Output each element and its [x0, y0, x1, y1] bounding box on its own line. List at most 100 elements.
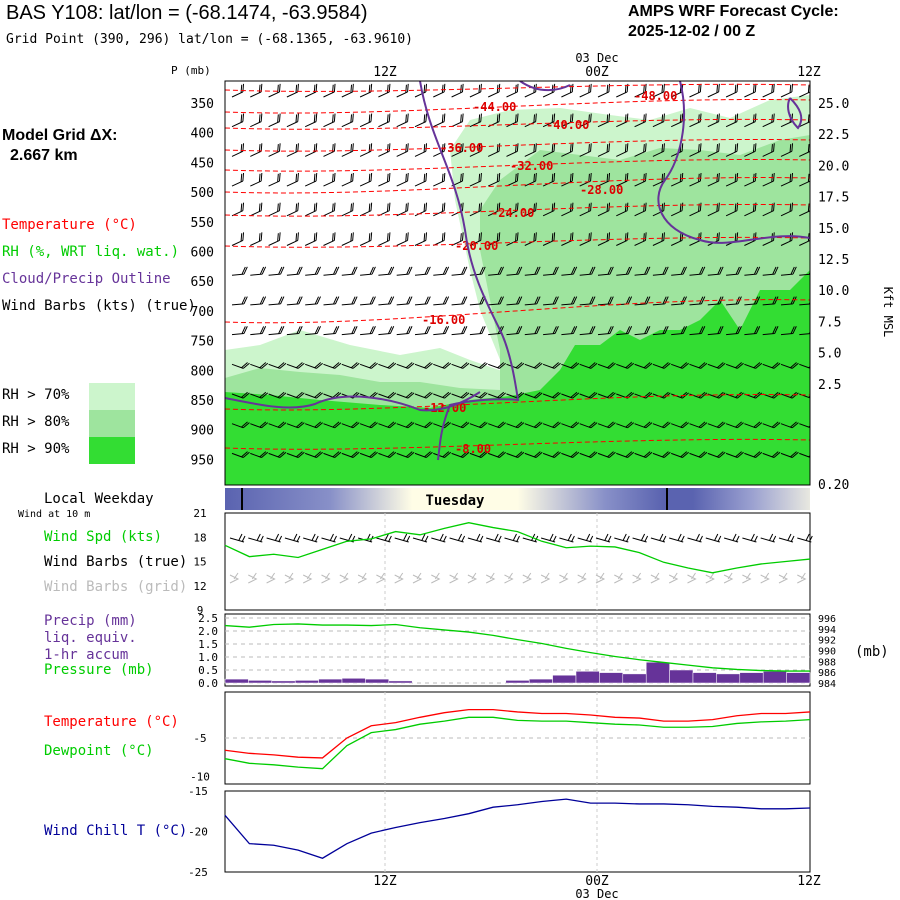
- wind-barb: [250, 113, 263, 128]
- wind-barb-grid: [248, 572, 258, 584]
- wind-barb: [231, 451, 250, 458]
- wind-barb: [671, 266, 687, 276]
- wind-barb: [414, 362, 433, 369]
- wind-barbs-grid-label: Wind Barbs (grid): [44, 579, 188, 595]
- wind-barb-grid: [742, 572, 752, 584]
- precip-label-2: liq. equiv.: [44, 630, 137, 646]
- wind-barb: [359, 232, 373, 246]
- wind-barb: [341, 143, 354, 157]
- wind-barb: [506, 266, 523, 276]
- wind-barb: [634, 326, 651, 336]
- bottom-tick-12z-b: 12Z: [797, 874, 821, 889]
- wind-barb: [323, 451, 342, 458]
- precip-bar: [599, 672, 624, 684]
- wind-barb: [689, 391, 708, 399]
- wind-barb: [652, 232, 665, 246]
- pressure-ytick-994: 994: [818, 625, 836, 636]
- wind-barb: [597, 421, 616, 429]
- wind-barb: [597, 266, 614, 276]
- wind-barb: [561, 172, 574, 187]
- contour-line--20: [225, 236, 810, 248]
- forecast-cycle-value: 2025-12-02 / 00 Z: [628, 23, 756, 40]
- wind-barb: [469, 391, 488, 399]
- wind-barb: [780, 362, 799, 369]
- pressure-tick-500: 500: [191, 186, 214, 201]
- wind-barb: [469, 172, 482, 187]
- wind-barb: [634, 451, 653, 458]
- wind-barb: [652, 266, 669, 276]
- height-tick-15.0: 15.0: [818, 222, 849, 237]
- wind-barb: [286, 421, 305, 429]
- wind-barb: [323, 326, 340, 336]
- wind-barb: [433, 172, 446, 187]
- model-grid-value: 2.667 km: [10, 147, 78, 164]
- wind-panel-grid: [384, 513, 598, 610]
- wind-barb: [707, 83, 720, 98]
- precip-label-3: 1-hr accum: [44, 647, 129, 663]
- wind-barb: [286, 362, 305, 369]
- wind-barb: [780, 451, 799, 458]
- wind-barb-true: [431, 533, 447, 543]
- wind-barb: [286, 113, 299, 128]
- wind-barb: [433, 113, 446, 128]
- wind-barb: [414, 172, 428, 187]
- wind-barb: [323, 362, 342, 369]
- wind-barb: [762, 83, 775, 98]
- wind-barb: [396, 202, 409, 217]
- wind-barb-true: [486, 533, 502, 543]
- wind-barb: [323, 113, 336, 128]
- pressure-ytick-988: 988: [818, 657, 836, 668]
- wind-barb: [652, 172, 665, 187]
- wind-barb: [744, 451, 763, 458]
- wind-barb: [341, 113, 354, 128]
- wind-barb-true: [577, 533, 594, 543]
- wind-barb: [305, 391, 323, 399]
- wind-barb: [671, 362, 689, 369]
- wind-barb-grid: [577, 572, 587, 584]
- wind-barb-grid: [595, 572, 606, 584]
- wind-barb: [561, 83, 574, 98]
- wind-barb: [543, 326, 559, 336]
- wind-barb-grid: [668, 572, 679, 584]
- height-tick-7.5: 7.5: [818, 315, 841, 330]
- main-wind-barbs: [231, 83, 810, 458]
- wind-barb: [268, 202, 281, 217]
- wind-barb: [231, 391, 250, 399]
- temperature-line: [224, 708, 811, 759]
- wind-barb: [506, 326, 523, 336]
- wind-barb: [707, 362, 726, 369]
- precip-bar: [365, 678, 390, 684]
- wind-barb: [268, 362, 287, 369]
- weekday-name: Tuesday: [425, 493, 485, 509]
- wind-barb: [396, 113, 409, 128]
- wind-barb: [780, 421, 799, 429]
- wind-barb: [488, 421, 506, 429]
- wind-barb: [542, 451, 561, 458]
- wind-barb-true: [742, 533, 758, 543]
- contour-line--36: [225, 138, 810, 152]
- wind-barb: [762, 266, 779, 276]
- legend-rh90-swatch: [89, 437, 135, 464]
- wind-barb: [689, 421, 708, 429]
- wind-barb: [250, 266, 267, 276]
- wind-barb: [469, 421, 488, 429]
- windchill-ytick--20: -20: [188, 826, 208, 839]
- pressure-label: Pressure (mb): [44, 662, 154, 678]
- wind-barb-true: [321, 533, 337, 543]
- precip-bar: [528, 678, 553, 684]
- precip-y-ticks: 2.52.01.51.00.50.0: [198, 612, 218, 690]
- wind-barb: [286, 266, 303, 276]
- pressure-ytick-990: 990: [818, 647, 836, 658]
- wind-barb: [378, 266, 395, 276]
- legend-wind: Wind Barbs (kts) (true): [2, 298, 196, 314]
- wind-barb: [744, 362, 763, 369]
- pressure-tick-550: 550: [191, 216, 214, 231]
- height-tick-5.0: 5.0: [818, 347, 841, 362]
- contour-line--8: [225, 438, 810, 450]
- wind-barb: [231, 362, 250, 369]
- wind-barb: [689, 83, 702, 98]
- model-grid-label: Model Grid ΔX:: [2, 127, 118, 144]
- wind-barb: [524, 266, 541, 276]
- precip-bar: [224, 678, 249, 684]
- wind-barb: [542, 362, 561, 369]
